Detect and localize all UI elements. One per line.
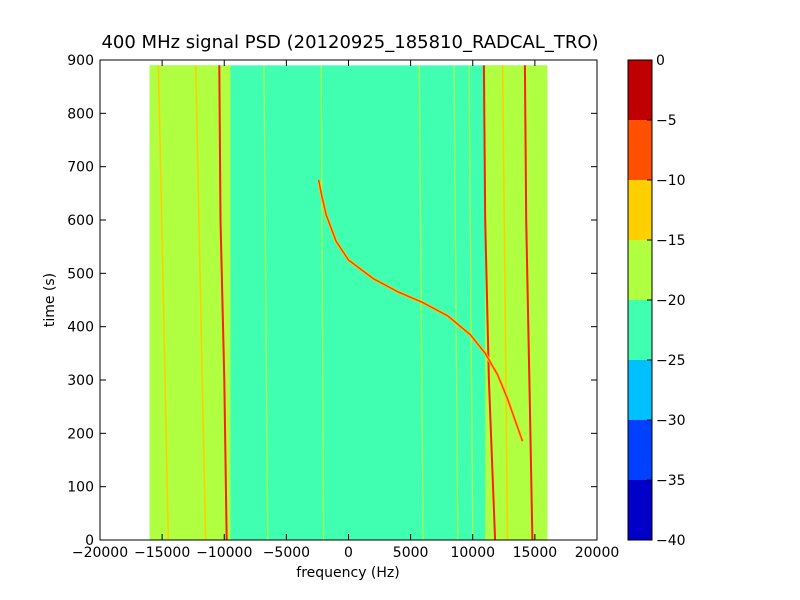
tone-line-1 [482,65,497,541]
x-axis-label: frequency (Hz) [296,565,399,581]
x-tick-label: −5000 [263,545,310,561]
y-tick-label: 100 [67,480,94,496]
colorbar-tick-label: −15 [656,233,686,249]
colorbar-tick-label: −10 [656,173,686,189]
colorbar-tick-label: −40 [656,533,686,549]
y-tick-label: 800 [67,106,94,122]
y-tick-label: 300 [67,373,94,389]
tone-line-0 [218,65,228,541]
chirp-curve [317,179,524,442]
tone-line-4 [157,65,170,541]
tone-line-5 [501,65,509,541]
y-tick-label: 900 [67,53,94,69]
x-tick-label: −20000 [72,545,128,561]
y-tick-label: 500 [67,266,94,282]
colorbar-tick-label: −5 [656,113,677,129]
colorbar-tick-label: 0 [656,53,665,69]
colorbar-tick-label: −30 [656,413,686,429]
x-tick-label: 20000 [575,545,620,561]
x-tick-label: 5000 [393,545,429,561]
y-tick-label: 0 [85,533,94,549]
y-tick-label: 200 [67,426,94,442]
colorbar-segment [628,480,652,540]
x-tick-label: 0 [344,545,353,561]
tone-line-6 [263,65,269,541]
colorbar-segment [628,420,652,480]
y-axis-label: time (s) [42,273,58,327]
y-tick-label: 600 [67,213,94,229]
colorbar-tick-label: −20 [656,293,686,309]
chart-title: 400 MHz signal PSD (20120925_185810_RADC… [101,32,598,53]
tone-line-10 [468,65,474,541]
x-tick-label: 10000 [450,545,495,561]
x-tick-label: −15000 [134,545,190,561]
colorbar-segment [628,360,652,420]
tone-line-9 [453,65,459,541]
tone-line-3 [194,65,207,541]
outer-band-1 [485,65,548,540]
colorbar-tick-label: −25 [656,353,686,369]
tone-line-2 [523,65,534,541]
x-tick-label: −10000 [196,545,252,561]
colorbar-segment [628,120,652,180]
y-tick-label: 700 [67,160,94,176]
tone-line-7 [320,65,325,541]
colorbar-segment [628,240,652,300]
x-tick-label: 15000 [513,545,558,561]
colorbar-segment [628,180,652,240]
colorbar-tick-label: −35 [656,473,686,489]
colorbar-segment [628,60,652,120]
outer-band-0 [149,65,231,540]
y-tick-label: 400 [67,320,94,336]
colorbar-segment [628,300,652,360]
